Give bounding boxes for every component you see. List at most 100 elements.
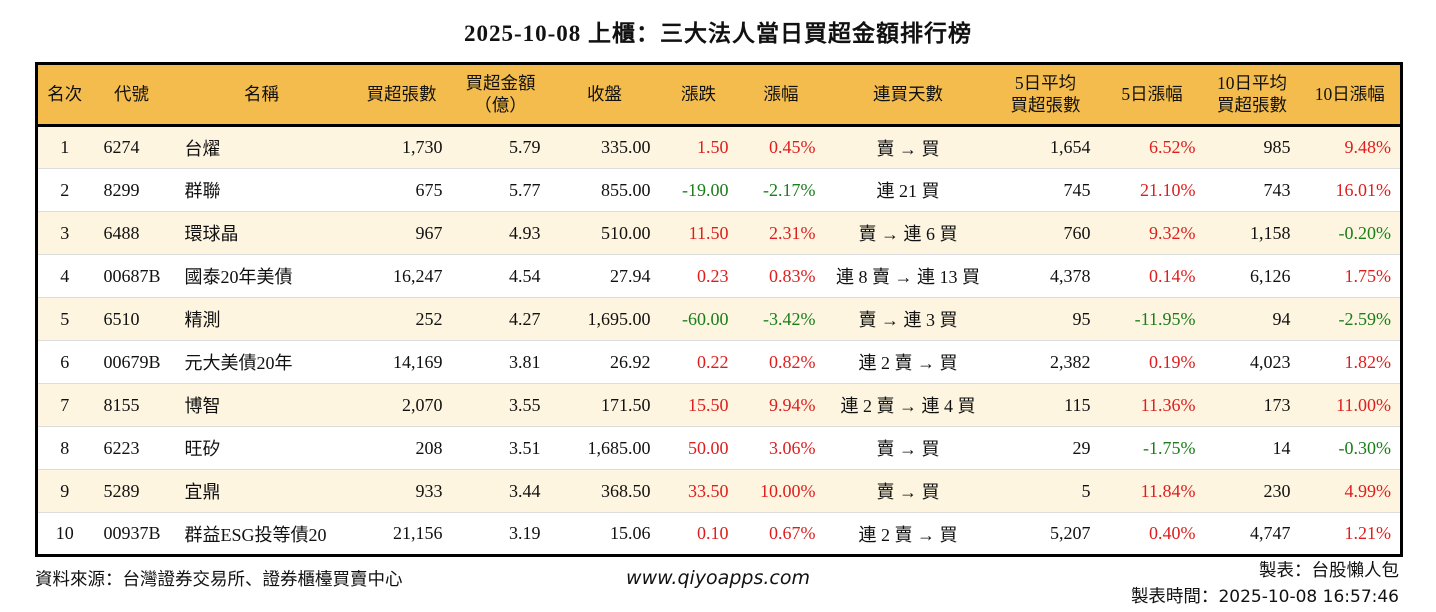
cell-code: 6488 xyxy=(91,211,172,255)
cell-rank: 6 xyxy=(36,340,92,384)
cell-avg10: 4,747 xyxy=(1204,512,1300,556)
timestamp-value: 2025-10-08 16:57:46 xyxy=(1218,587,1399,608)
cell-change: 11.50 xyxy=(659,211,738,255)
cell-change: -60.00 xyxy=(659,297,738,341)
cell-amount: 3.19 xyxy=(451,512,550,556)
cell-volume: 1,730 xyxy=(402,137,443,157)
cell-streak: 連 2 賣 → 買 xyxy=(824,512,992,556)
table-row: 8 6223 旺矽 208 3.51 1,685.00 50.00 3.06% … xyxy=(36,426,1402,470)
cell-name: 國泰20年美債 xyxy=(171,254,352,298)
cell-avg10: 94 xyxy=(1204,297,1300,341)
cell-avg10: 4,023 xyxy=(1204,340,1300,384)
cell-change-pct: -2.17% xyxy=(737,168,825,212)
cell-change: 15.50 xyxy=(659,383,738,427)
table-row: 2 8299 群聯 675 5.77 855.00 -19.00 -2.17% … xyxy=(36,168,1402,212)
cell-avg5: 2,382 xyxy=(991,340,1100,384)
col-header-code: 代號 xyxy=(91,63,172,127)
cell-avg10: 14 xyxy=(1204,426,1300,470)
cell-amount: 3.81 xyxy=(451,340,550,384)
timestamp-label: 製表時間： xyxy=(1130,586,1219,607)
cell-code: 00937B xyxy=(91,512,172,556)
ranking-table: 名次 代號 名稱 買超張數 買超金額 （億） 收盤 漲跌 漲幅 連買天數 5日平… xyxy=(35,62,1403,557)
cell-avg10: 743 xyxy=(1204,168,1300,212)
cell-rank: 8 xyxy=(36,426,92,470)
cell-avg10: 1,158 xyxy=(1204,211,1300,255)
col-header-amount: 買超金額 （億） xyxy=(451,63,550,127)
cell-name: 宜鼎 xyxy=(171,469,352,513)
cell-change-pct: 9.94% xyxy=(737,383,825,427)
cell-name: 群聯 xyxy=(171,168,352,212)
website-text: www.qiyoapps.com xyxy=(626,567,810,589)
cell-close: 26.92 xyxy=(549,340,660,384)
cell-streak: 賣 → 連 6 買 xyxy=(824,211,992,255)
cell-change-pct: 3.06% xyxy=(737,426,825,470)
table-row: 3 6488 環球晶 967 4.93 510.00 11.50 2.31% 賣… xyxy=(36,211,1402,255)
table-row: 10 00937B 群益ESG投等債20 21,156 3.19 15.06 0… xyxy=(36,512,1402,556)
cell-change-pct: -3.42% xyxy=(737,297,825,341)
cell-close: 15.06 xyxy=(549,512,660,556)
cell-rank: 3 xyxy=(36,211,92,255)
cell-avg5: 95 xyxy=(991,297,1100,341)
cell-name: 博智 xyxy=(171,383,352,427)
cell-close: 368.50 xyxy=(549,469,660,513)
cell-rank: 7 xyxy=(36,383,92,427)
cell-change: 1.50 xyxy=(697,137,729,157)
cell-pct10: 9.48% xyxy=(1344,137,1392,157)
cell-volume: 933 xyxy=(351,469,452,513)
cell-code: 8299 xyxy=(91,168,172,212)
cell-change-pct: 0.45% xyxy=(769,137,816,157)
cell-volume: 14,169 xyxy=(351,340,452,384)
table-body: 1 6274 台燿 1,730 5.79 335.00 1.50 0.45% 賣… xyxy=(36,125,1402,556)
cell-close: 510.00 xyxy=(549,211,660,255)
cell-avg10: 230 xyxy=(1204,469,1300,513)
cell-close: 855.00 xyxy=(549,168,660,212)
cell-amount: 4.93 xyxy=(451,211,550,255)
cell-code: 6510 xyxy=(91,297,172,341)
col-header-volume: 買超張數 xyxy=(351,63,452,127)
cell-avg5: 115 xyxy=(991,383,1100,427)
table-row: 5 6510 精測 252 4.27 1,695.00 -60.00 -3.42… xyxy=(36,297,1402,341)
col-header-pct5: 5日漲幅 xyxy=(1099,63,1205,127)
cell-pct10: 16.01% xyxy=(1299,168,1402,212)
cell-streak: 連 2 賣 → 買 xyxy=(824,340,992,384)
cell-pct10: 1.75% xyxy=(1299,254,1402,298)
cell-avg5: 745 xyxy=(991,168,1100,212)
cell-amount: 3.55 xyxy=(451,383,550,427)
cell-close: 27.94 xyxy=(549,254,660,298)
cell-change: 0.23 xyxy=(659,254,738,298)
cell-avg5: 1,654 xyxy=(1050,137,1091,157)
col-header-pct10: 10日漲幅 xyxy=(1299,63,1402,127)
cell-streak: 連 8 賣 → 連 13 買 xyxy=(824,254,992,298)
col-header-close: 收盤 xyxy=(549,63,660,127)
cell-pct5: 0.40% xyxy=(1099,512,1205,556)
cell-pct5: 9.32% xyxy=(1099,211,1205,255)
cell-change-pct: 0.83% xyxy=(737,254,825,298)
table-row: 4 00687B 國泰20年美債 16,247 4.54 27.94 0.23 … xyxy=(36,254,1402,298)
cell-amount: 3.44 xyxy=(451,469,550,513)
table-header: 名次 代號 名稱 買超張數 買超金額 （億） 收盤 漲跌 漲幅 連買天數 5日平… xyxy=(36,63,1402,127)
cell-name: 精測 xyxy=(171,297,352,341)
cell-change-pct: 10.00% xyxy=(737,469,825,513)
cell-volume: 208 xyxy=(351,426,452,470)
cell-pct10: -0.30% xyxy=(1299,426,1402,470)
cell-code: 8155 xyxy=(91,383,172,427)
cell-streak: 賣 → 買 xyxy=(824,426,992,470)
timestamp-line: 製表時間：2025-10-08 16:57:46 xyxy=(1131,583,1399,611)
cell-pct10: -0.20% xyxy=(1299,211,1402,255)
cell-close: 171.50 xyxy=(549,383,660,427)
cell-name: 台燿 xyxy=(184,138,221,159)
col-header-name: 名稱 xyxy=(171,63,352,127)
cell-pct5: -11.95% xyxy=(1099,297,1205,341)
page-title: 2025-10-08 上櫃：三大法人當日買超金額排行榜 xyxy=(463,21,973,46)
cell-change: -19.00 xyxy=(659,168,738,212)
cell-code: 6274 xyxy=(103,137,140,157)
cell-pct5: 6.52% xyxy=(1149,137,1196,157)
cell-volume: 675 xyxy=(351,168,452,212)
cell-pct5: 11.36% xyxy=(1099,383,1205,427)
cell-pct10: 4.99% xyxy=(1299,469,1402,513)
cell-streak: 賣 → 連 3 買 xyxy=(824,297,992,341)
cell-name: 環球晶 xyxy=(171,211,352,255)
cell-name: 旺矽 xyxy=(171,426,352,470)
cell-pct5: 11.84% xyxy=(1099,469,1205,513)
